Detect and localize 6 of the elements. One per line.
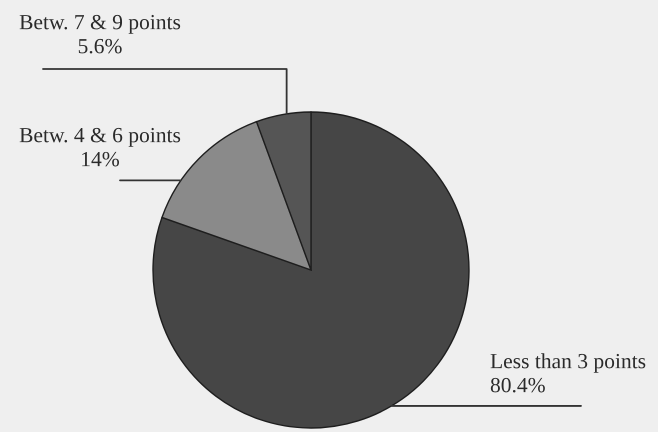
slice-label: Betw. 7 & 9 points — [20, 14, 180, 34]
slice-label: Less than 3 points — [490, 353, 646, 373]
slice-label: Betw. 4 & 6 points — [20, 128, 180, 147]
data-label: 14% — [82, 152, 119, 166]
data-label: 80.4% — [490, 378, 545, 392]
data-label: 5.6% — [78, 38, 122, 54]
